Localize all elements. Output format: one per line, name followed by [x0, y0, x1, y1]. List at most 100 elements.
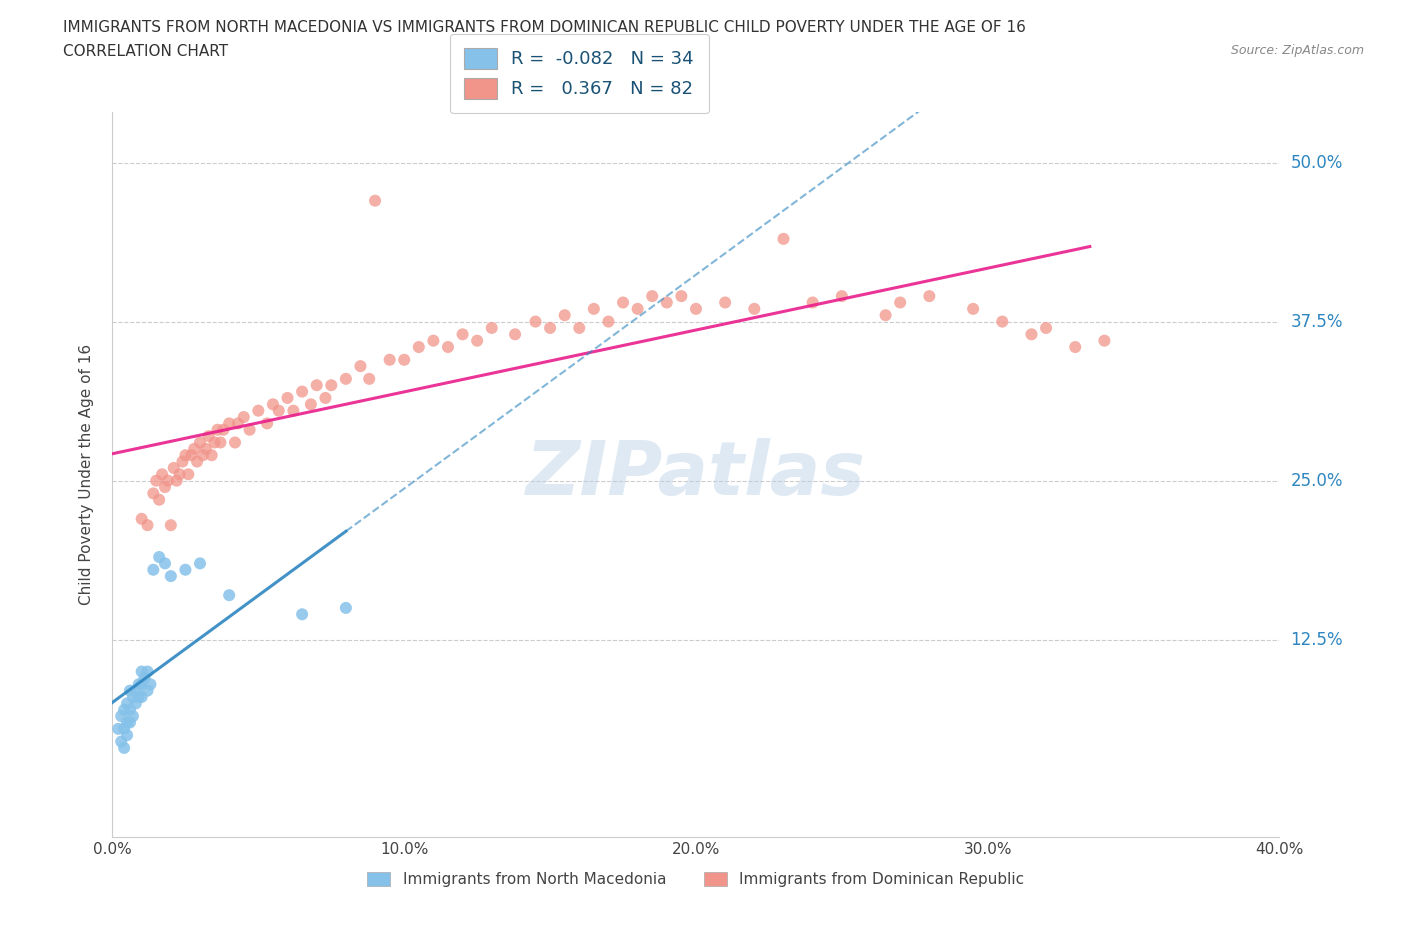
- Point: [714, 295, 737, 310]
- Text: IMMIGRANTS FROM NORTH MACEDONIA VS IMMIGRANTS FROM DOMINICAN REPUBLIC CHILD POVE: IMMIGRANTS FROM NORTH MACEDONIA VS IMMIG…: [63, 20, 1026, 35]
- Point: [299, 397, 322, 412]
- Point: [136, 664, 159, 679]
- Point: [685, 301, 707, 316]
- Point: [107, 722, 129, 737]
- Point: [335, 601, 357, 616]
- Point: [139, 677, 162, 692]
- Point: [136, 684, 159, 698]
- Point: [1094, 333, 1116, 348]
- Point: [276, 391, 298, 405]
- Point: [889, 295, 911, 310]
- Point: [118, 702, 141, 717]
- Point: [160, 518, 183, 533]
- Point: [128, 689, 150, 704]
- Point: [503, 326, 526, 341]
- Point: [262, 397, 284, 412]
- Point: [188, 556, 211, 571]
- Point: [918, 288, 941, 303]
- Point: [291, 384, 314, 399]
- Point: [125, 684, 148, 698]
- Point: [875, 308, 897, 323]
- Point: [180, 447, 202, 462]
- Point: [174, 563, 197, 578]
- Point: [148, 550, 170, 565]
- Point: [267, 404, 290, 418]
- Point: [962, 301, 984, 316]
- Point: [186, 454, 208, 469]
- Point: [465, 333, 488, 348]
- Point: [364, 193, 387, 208]
- Point: [349, 359, 371, 374]
- Point: [172, 454, 194, 469]
- Point: [408, 339, 430, 354]
- Point: [232, 409, 254, 424]
- Point: [207, 422, 229, 437]
- Point: [118, 715, 141, 730]
- Point: [150, 467, 173, 482]
- Point: [148, 492, 170, 507]
- Point: [131, 664, 153, 679]
- Point: [110, 709, 132, 724]
- Point: [177, 467, 200, 482]
- Point: [166, 473, 188, 488]
- Point: [153, 480, 176, 495]
- Point: [115, 715, 138, 730]
- Point: [801, 295, 824, 310]
- Point: [226, 416, 249, 431]
- Point: [122, 709, 145, 724]
- Point: [153, 556, 176, 571]
- Point: [627, 301, 650, 316]
- Point: [598, 314, 620, 329]
- Point: [422, 333, 444, 348]
- Y-axis label: Child Poverty Under the Age of 16: Child Poverty Under the Age of 16: [79, 344, 94, 604]
- Point: [188, 435, 211, 450]
- Point: [131, 512, 153, 526]
- Point: [110, 734, 132, 749]
- Text: 50.0%: 50.0%: [1291, 153, 1343, 171]
- Text: Source: ZipAtlas.com: Source: ZipAtlas.com: [1230, 44, 1364, 57]
- Point: [218, 588, 240, 603]
- Point: [160, 568, 183, 583]
- Text: 37.5%: 37.5%: [1291, 312, 1343, 330]
- Point: [122, 689, 145, 704]
- Point: [112, 722, 135, 737]
- Point: [142, 486, 165, 501]
- Point: [1035, 321, 1057, 336]
- Point: [118, 684, 141, 698]
- Point: [524, 314, 547, 329]
- Point: [204, 435, 226, 450]
- Point: [131, 689, 153, 704]
- Point: [134, 671, 156, 685]
- Point: [641, 288, 664, 303]
- Point: [655, 295, 678, 310]
- Point: [247, 404, 270, 418]
- Point: [163, 460, 186, 475]
- Point: [125, 696, 148, 711]
- Point: [772, 232, 794, 246]
- Point: [359, 371, 381, 386]
- Point: [191, 447, 214, 462]
- Point: [115, 728, 138, 743]
- Point: [169, 467, 191, 482]
- Point: [742, 301, 765, 316]
- Point: [239, 422, 262, 437]
- Point: [197, 429, 219, 444]
- Point: [283, 404, 305, 418]
- Point: [212, 422, 235, 437]
- Point: [991, 314, 1014, 329]
- Point: [256, 416, 278, 431]
- Point: [201, 447, 224, 462]
- Point: [194, 442, 217, 457]
- Point: [538, 321, 561, 336]
- Text: CORRELATION CHART: CORRELATION CHART: [63, 44, 228, 59]
- Legend: Immigrants from North Macedonia, Immigrants from Dominican Republic: Immigrants from North Macedonia, Immigra…: [360, 864, 1032, 895]
- Point: [451, 326, 474, 341]
- Point: [831, 288, 853, 303]
- Point: [131, 677, 153, 692]
- Text: ZIPatlas: ZIPatlas: [526, 438, 866, 511]
- Text: 12.5%: 12.5%: [1291, 631, 1343, 649]
- Point: [321, 378, 343, 392]
- Point: [437, 339, 460, 354]
- Point: [314, 391, 336, 405]
- Point: [378, 352, 401, 367]
